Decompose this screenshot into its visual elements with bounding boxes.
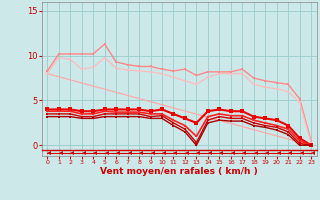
X-axis label: Vent moyen/en rafales ( km/h ): Vent moyen/en rafales ( km/h )	[100, 167, 258, 176]
